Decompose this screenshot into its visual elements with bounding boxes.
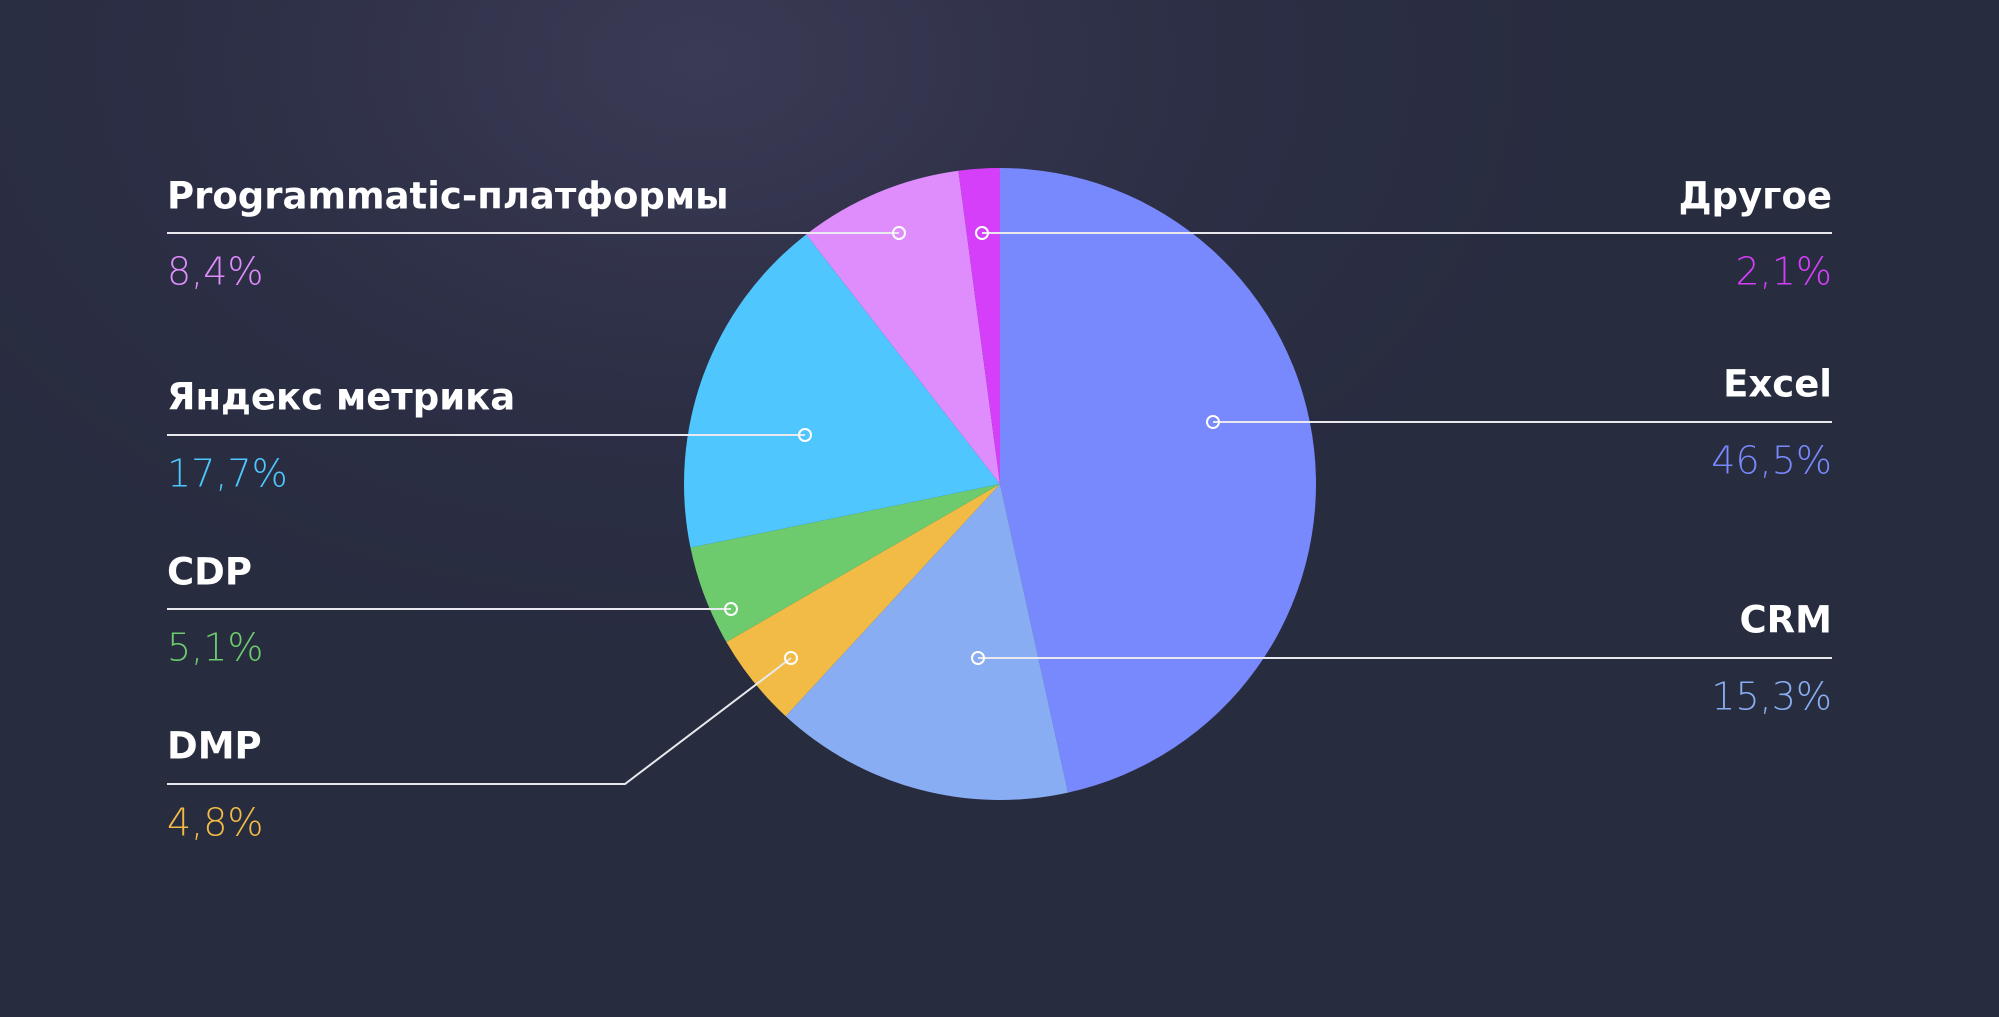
pie-slice [1000,168,1316,793]
value-label: 17,7% [167,452,288,496]
pie-slice [785,484,1069,800]
legend-label: Яндекс метрика [167,376,515,419]
pie-slice [683,234,1000,548]
callout-dot [971,651,985,665]
value-label: 8,4% [167,250,264,294]
callout-dot [784,651,798,665]
legend-label: CDP [167,551,252,594]
callout-line [167,657,792,785]
callout-dot [975,226,989,240]
callout-dot [1206,415,1220,429]
value-label: 15,3% [1711,675,1832,719]
callout-dot [724,602,738,616]
legend-label: DMP [167,725,262,768]
callout-dot [892,226,906,240]
legend-label: CRM [1740,599,1832,642]
pie-slice [958,168,1000,484]
pie-slice [726,484,1000,717]
value-label: 46,5% [1711,439,1832,483]
value-label: 4,8% [167,801,264,845]
value-label: 5,1% [167,626,264,670]
pie-slice [806,170,1000,484]
callout-dot [798,428,812,442]
value-label: 2,1% [1735,250,1832,294]
legend-label: Другое [1679,175,1832,218]
legend-label: Programmatic-платформы [167,175,729,218]
legend-label: Excel [1723,363,1832,406]
pie-slice [690,484,1000,642]
